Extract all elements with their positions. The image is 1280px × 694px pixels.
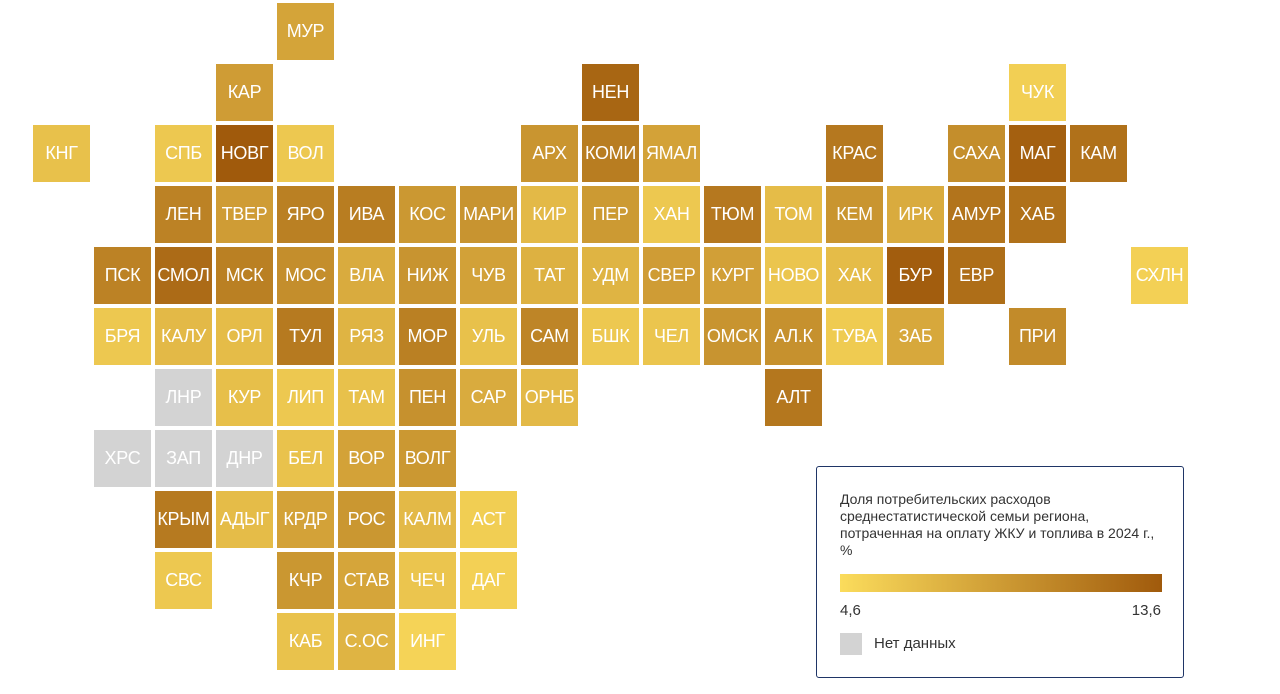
region-tile: МУР: [277, 3, 334, 60]
region-tile: ТЮМ: [704, 186, 761, 243]
region-tile: КИР: [521, 186, 578, 243]
region-tile: САМ: [521, 308, 578, 365]
region-tile: ОМСК: [704, 308, 761, 365]
region-tile: АЛ.К: [765, 308, 822, 365]
region-tile: САР: [460, 369, 517, 426]
region-tile: БРЯ: [94, 308, 151, 365]
legend-panel: Доля потребительских расходов среднестат…: [816, 466, 1184, 678]
region-tile: ИВА: [338, 186, 395, 243]
region-tile: УДМ: [582, 247, 639, 304]
region-tile: ХАК: [826, 247, 883, 304]
region-tile: ТАТ: [521, 247, 578, 304]
region-tile: УЛЬ: [460, 308, 517, 365]
region-tile: ЗАБ: [887, 308, 944, 365]
region-tile: КРАС: [826, 125, 883, 182]
region-tile: КЕМ: [826, 186, 883, 243]
region-tile: ОРНБ: [521, 369, 578, 426]
region-tile: КОМИ: [582, 125, 639, 182]
region-tile: БУР: [887, 247, 944, 304]
region-tile: ЯРО: [277, 186, 334, 243]
region-tile: СМОЛ: [155, 247, 212, 304]
region-tile: РЯЗ: [338, 308, 395, 365]
region-tile: КРДР: [277, 491, 334, 548]
region-tile: КАМ: [1070, 125, 1127, 182]
region-tile: ЛЕН: [155, 186, 212, 243]
region-tile: СВС: [155, 552, 212, 609]
region-tile: НИЖ: [399, 247, 456, 304]
region-tile: ЧУК: [1009, 64, 1066, 121]
region-tile: ЗАП: [155, 430, 212, 487]
region-tile: КОС: [399, 186, 456, 243]
region-tile: ПЕР: [582, 186, 639, 243]
region-tile: СХЛН: [1131, 247, 1188, 304]
region-tile: ЯМАЛ: [643, 125, 700, 182]
region-tile: АМУР: [948, 186, 1005, 243]
region-tile: АДЫГ: [216, 491, 273, 548]
region-tile: ХРС: [94, 430, 151, 487]
region-tile: ОРЛ: [216, 308, 273, 365]
region-tile: ТОМ: [765, 186, 822, 243]
legend-no-data-swatch: [840, 633, 862, 655]
region-tile: КНГ: [33, 125, 90, 182]
region-tile: КАЛУ: [155, 308, 212, 365]
region-tile: ИНГ: [399, 613, 456, 670]
region-tile: МОС: [277, 247, 334, 304]
region-tile: ЧЕЧ: [399, 552, 456, 609]
region-tile: КАР: [216, 64, 273, 121]
region-tile: НЕН: [582, 64, 639, 121]
region-tile: КУР: [216, 369, 273, 426]
region-tile: КЧР: [277, 552, 334, 609]
region-tile: РОС: [338, 491, 395, 548]
region-tile: НОВО: [765, 247, 822, 304]
region-tile: ТУВА: [826, 308, 883, 365]
region-tile: ПСК: [94, 247, 151, 304]
region-tile: ТАМ: [338, 369, 395, 426]
region-tile: НОВГ: [216, 125, 273, 182]
region-tile: СТАВ: [338, 552, 395, 609]
region-tile: ХАН: [643, 186, 700, 243]
region-tile: ИРК: [887, 186, 944, 243]
region-tile: АЛТ: [765, 369, 822, 426]
region-tile: СВЕР: [643, 247, 700, 304]
region-tile: КРЫМ: [155, 491, 212, 548]
region-tile: ХАБ: [1009, 186, 1066, 243]
region-tile: АСТ: [460, 491, 517, 548]
region-tile: ТУЛ: [277, 308, 334, 365]
region-tile: БЕЛ: [277, 430, 334, 487]
legend-color-scale: [840, 574, 1162, 592]
region-tile: МАГ: [1009, 125, 1066, 182]
region-tile: ПРИ: [1009, 308, 1066, 365]
legend-title: Доля потребительских расходов среднестат…: [840, 491, 1155, 558]
region-tile: ТВЕР: [216, 186, 273, 243]
region-tile: ЧЕЛ: [643, 308, 700, 365]
region-tile: ЧУВ: [460, 247, 517, 304]
region-tile: МОР: [399, 308, 456, 365]
region-tile: АРХ: [521, 125, 578, 182]
region-tile: ДНР: [216, 430, 273, 487]
legend-no-data-label: Нет данных: [874, 635, 956, 652]
region-tile: ЛНР: [155, 369, 212, 426]
region-tile: ДАГ: [460, 552, 517, 609]
region-tile: ЕВР: [948, 247, 1005, 304]
region-tile: МСК: [216, 247, 273, 304]
region-tile: ПЕН: [399, 369, 456, 426]
region-tile: ВОЛГ: [399, 430, 456, 487]
region-tile: СПБ: [155, 125, 212, 182]
region-tile: САХА: [948, 125, 1005, 182]
region-tile: БШК: [582, 308, 639, 365]
region-tile: КАБ: [277, 613, 334, 670]
region-tile: С.ОС: [338, 613, 395, 670]
region-tile: ЛИП: [277, 369, 334, 426]
region-tile: ВЛА: [338, 247, 395, 304]
region-tile: ВОЛ: [277, 125, 334, 182]
region-tile: КУРГ: [704, 247, 761, 304]
legend-min-label: 4,6: [840, 602, 861, 619]
region-tile: КАЛМ: [399, 491, 456, 548]
legend-max-label: 13,6: [1131, 602, 1161, 619]
region-tile: ВОР: [338, 430, 395, 487]
region-tile: МАРИ: [460, 186, 517, 243]
